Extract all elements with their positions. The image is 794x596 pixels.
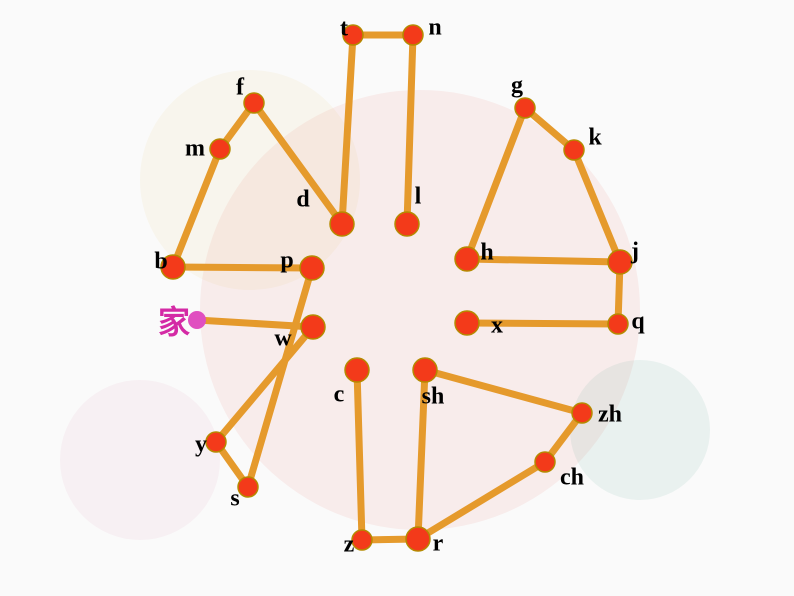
label-h: h [480,240,493,267]
node-g [515,98,535,118]
node-n [403,25,423,45]
label-j: j [631,239,639,266]
label-g: g [511,73,523,100]
edge [173,149,220,267]
node-h [455,247,479,271]
node-d [330,212,354,236]
label-c: c [334,382,345,409]
label-q: q [631,309,644,336]
node-w [301,315,325,339]
label-d: d [296,187,309,214]
node-q [608,314,628,334]
node-s [238,477,258,497]
node-sh [413,358,437,382]
label-ch: ch [560,465,584,492]
label-sh: sh [422,384,445,411]
node-j [608,250,632,274]
edge [418,462,545,539]
node-ch [535,452,555,472]
label-n: n [428,15,441,42]
node-c [345,358,369,382]
label-l: l [415,184,422,211]
node-p [300,256,324,280]
node-k [564,140,584,160]
node-zh [572,403,592,423]
edge [342,35,353,224]
label-s: s [230,486,239,513]
label-r: r [433,531,444,558]
edge [407,35,413,224]
node-f [244,93,264,113]
label-f: f [236,75,244,102]
jia-label: 家 [158,297,190,343]
edge [357,370,362,540]
node-z [352,530,372,550]
node-r [406,527,430,551]
label-m: m [185,136,205,163]
label-w: w [274,326,291,353]
label-k: k [588,125,601,152]
label-z: z [344,532,355,559]
edge [425,370,582,413]
node-x [455,311,479,335]
edge [467,323,618,324]
edge [248,268,312,487]
label-t: t [340,16,348,43]
edge [574,150,620,262]
label-b: b [154,249,167,276]
label-zh: zh [598,402,622,429]
jia-dot [188,311,206,329]
label-p: p [280,248,293,275]
label-x: x [491,313,503,340]
node-m [210,139,230,159]
node-y [206,432,226,452]
node-l [395,212,419,236]
label-y: y [195,432,207,459]
diagram-canvas [0,0,794,596]
edge [467,108,525,259]
